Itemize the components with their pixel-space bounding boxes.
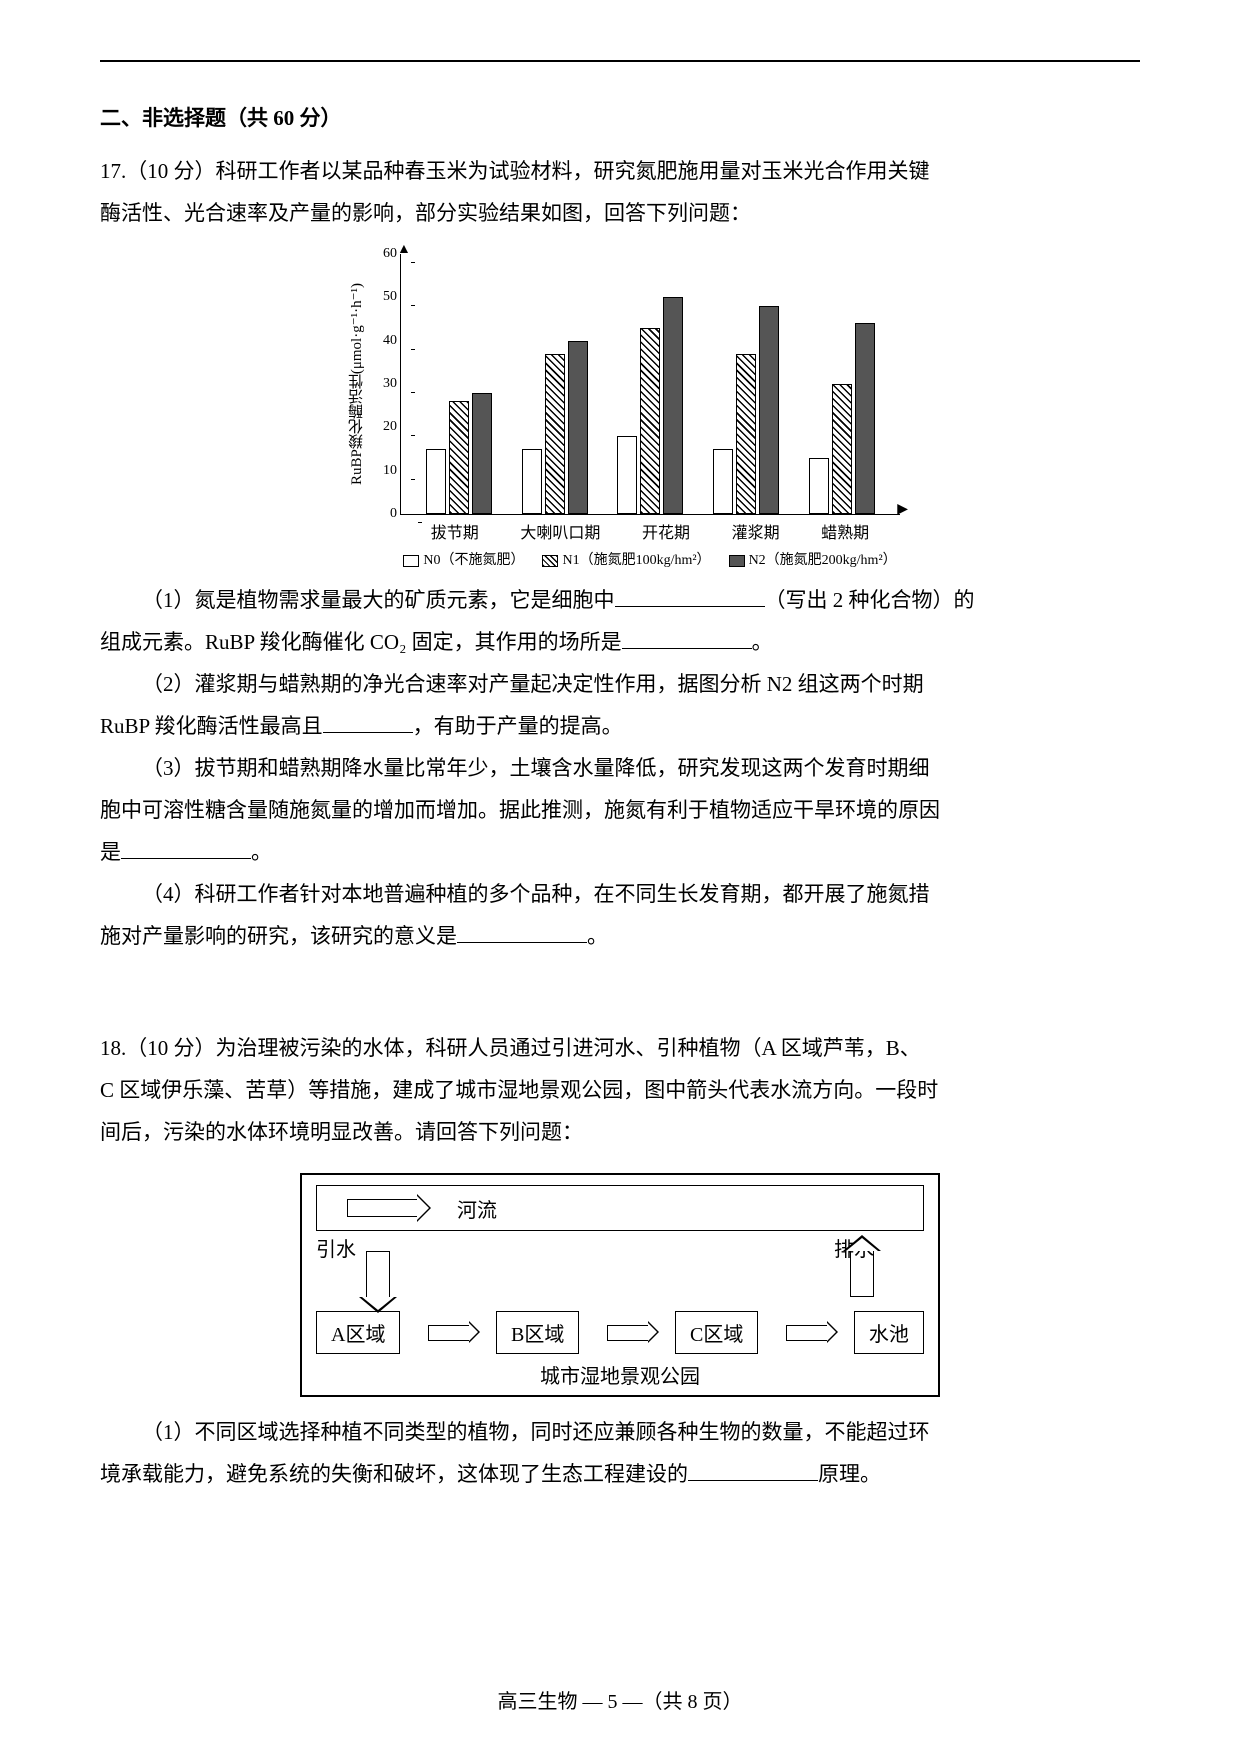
- question-17: 17.（10 分）科研工作者以某品种春玉米为试验材料，研究氮肥施用量对玉米光合作…: [100, 150, 1140, 957]
- chart-bars: [401, 254, 900, 514]
- flow-arrow-up-icon: [850, 1251, 874, 1297]
- mid-row: 引水 排水: [316, 1231, 924, 1311]
- bar-hatch: [545, 354, 565, 514]
- blank: [615, 585, 765, 607]
- q18-stem-line3: 间后，污染的水体环境明显改善。请回答下列问题：: [100, 1111, 1140, 1153]
- bar-hatch: [832, 384, 852, 514]
- page-footer: 高三生物 — 5 —（共 8 页）: [0, 1685, 1240, 1714]
- bar-hatch: [736, 354, 756, 514]
- flow-arrow-right-icon: [428, 1325, 469, 1341]
- y-tick: 20: [383, 419, 397, 435]
- inlet-label: 引水: [316, 1233, 356, 1262]
- bar-group: [809, 323, 875, 514]
- q17-p3-line3: 是。: [100, 831, 1140, 873]
- blank: [121, 837, 251, 859]
- blank: [457, 921, 587, 943]
- section-heading: 二、非选择题（共 60 分）: [100, 102, 1140, 132]
- bar-solid: [855, 323, 875, 514]
- zone-box: C区域: [675, 1311, 758, 1354]
- y-tick: 10: [383, 463, 397, 479]
- blank: [323, 711, 413, 733]
- bar-group: [426, 393, 492, 514]
- page-root: 二、非选择题（共 60 分） 17.（10 分）科研工作者以某品种春玉米为试验材…: [0, 0, 1240, 1754]
- bar-solid: [472, 393, 492, 514]
- park-label: 城市湿地景观公园: [316, 1360, 924, 1389]
- wetland-flow-diagram: 河流 引水 排水 A区域 B区域 C区域 水池 城市湿地景观公园: [300, 1173, 940, 1397]
- bar-group: [713, 306, 779, 514]
- y-tick: 0: [390, 506, 397, 522]
- bar-hatch: [640, 328, 660, 514]
- q18-stem-line2: C 区域伊乐藻、苦草）等措施，建成了城市湿地景观公园，图中箭头代表水流方向。一段…: [100, 1069, 1140, 1111]
- bar-open: [809, 458, 829, 514]
- rubp-bar-chart: ▲ ▶ RuBP羧化酶活性(μmol·g⁻¹·h⁻¹) 010203040506…: [340, 254, 900, 569]
- q17-p2-line2: RuBP 羧化酶活性最高且，有助于产量的提高。: [100, 705, 1140, 747]
- zone-box: B区域: [496, 1311, 579, 1354]
- q18-stem-line1: 18.（10 分）为治理被污染的水体，科研人员通过引进河水、引种植物（A 区域芦…: [100, 1027, 1140, 1069]
- top-rule: [100, 60, 1140, 62]
- river-label: 河流: [457, 1194, 497, 1223]
- legend-n1: N1（施氮肥100kg/hm²）: [542, 549, 710, 569]
- q17-p1-line2: 组成元素。RuBP 羧化酶催化 CO₂ 固定，其作用的场所是。: [100, 621, 1140, 663]
- zone-box: A区域: [316, 1311, 400, 1354]
- question-18: 18.（10 分）为治理被污染的水体，科研人员通过引进河水、引种植物（A 区域芦…: [100, 1027, 1140, 1495]
- q17-p2-line1: （2）灌浆期与蜡熟期的净光合速率对产量起决定性作用，据图分析 N2 组这两个时期: [100, 663, 1140, 705]
- q17-p4-line2: 施对产量影响的研究，该研究的意义是。: [100, 915, 1140, 957]
- q17-p3-line2: 胞中可溶性糖含量随施氮量的增加而增加。据此推测，施氮有利于植物适应干旱环境的原因: [100, 789, 1140, 831]
- y-axis-ticks: 0102030405060: [371, 254, 399, 514]
- q17-p4-line1: （4）科研工作者针对本地普遍种植的多个品种，在不同生长发育期，都开展了施氮措: [100, 873, 1140, 915]
- bar-solid: [568, 341, 588, 514]
- bar-open: [426, 449, 446, 514]
- x-tick-label: 蜡熟期: [821, 519, 869, 543]
- y-tick: 40: [383, 333, 397, 349]
- y-tick: 60: [383, 246, 397, 262]
- x-tick-label: 拔节期: [431, 519, 479, 543]
- q17-p1-line1: （1）氮是植物需求量最大的矿质元素，它是细胞中（写出 2 种化合物）的: [100, 579, 1140, 621]
- bar-group: [617, 297, 683, 514]
- x-tick-label: 开花期: [642, 519, 690, 543]
- up-arrow: [850, 1251, 874, 1297]
- y-axis-label: RuBP羧化酶活性(μmol·g⁻¹·h⁻¹): [346, 283, 367, 485]
- bar-open: [713, 449, 733, 514]
- river-box: 河流: [316, 1185, 924, 1231]
- q18-p1-line1: （1）不同区域选择种植不同类型的植物，同时还应兼顾各种生物的数量，不能超过环: [100, 1411, 1140, 1453]
- bar-open: [617, 436, 637, 514]
- q17-p3-line1: （3）拔节期和蜡熟期降水量比常年少，土壤含水量降低，研究发现这两个发育时期细: [100, 747, 1140, 789]
- zone-box: 水池: [854, 1311, 924, 1354]
- y-tick: 50: [383, 289, 397, 305]
- flow-arrow-right-icon: [786, 1325, 827, 1341]
- bar-solid: [759, 306, 779, 514]
- legend-swatch-open-icon: [403, 555, 419, 567]
- bar-hatch: [449, 401, 469, 514]
- flow-arrow-right-icon: [607, 1325, 648, 1341]
- legend-swatch-solid-icon: [729, 555, 745, 567]
- bar-group: [522, 341, 588, 514]
- q17-stem-line2: 酶活性、光合速率及产量的影响，部分实验结果如图，回答下列问题：: [100, 192, 1140, 234]
- legend-swatch-hatch-icon: [542, 555, 558, 567]
- zones-row: A区域 B区域 C区域 水池: [316, 1311, 924, 1354]
- x-tick-label: 灌浆期: [732, 519, 780, 543]
- legend-n2: N2（施氮肥200kg/hm²）: [729, 549, 897, 569]
- down-arrow: [366, 1251, 390, 1297]
- x-tick-label: 大喇叭口期: [520, 519, 600, 543]
- q18-p1-line2: 境承载能力，避免系统的失衡和破坏，这体现了生态工程建设的原理。: [100, 1453, 1140, 1495]
- bar-open: [522, 449, 542, 514]
- blank: [622, 627, 752, 649]
- chart-legend: N0（不施氮肥） N1（施氮肥100kg/hm²） N2（施氮肥200kg/hm…: [400, 549, 900, 569]
- legend-n0: N0（不施氮肥）: [403, 549, 524, 569]
- y-tick: 30: [383, 376, 397, 392]
- bar-solid: [663, 297, 683, 514]
- flow-arrow-down-icon: [366, 1251, 390, 1297]
- blank: [688, 1459, 818, 1481]
- flow-arrow-right-icon: [347, 1199, 417, 1217]
- x-axis-labels: 拔节期 大喇叭口期 开花期 灌浆期 蜡熟期: [400, 519, 900, 543]
- q17-stem-line1: 17.（10 分）科研工作者以某品种春玉米为试验材料，研究氮肥施用量对玉米光合作…: [100, 150, 1140, 192]
